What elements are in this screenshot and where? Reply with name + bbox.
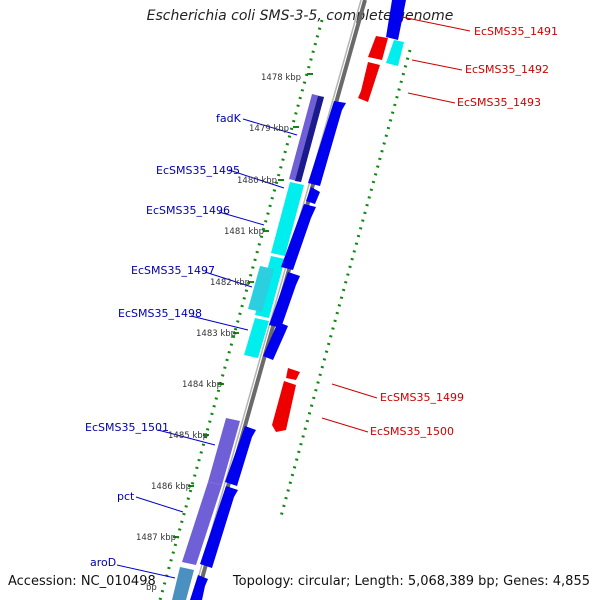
gene-label: EcSMS35_1492 (465, 63, 549, 76)
left-leader-lines (116, 118, 298, 579)
gene-label: pct (117, 490, 135, 503)
gene-label: EcSMS35_1493 (457, 96, 541, 109)
gene-ecsms35-1497 (248, 266, 274, 312)
cds-1491-b (386, 0, 406, 40)
gene-label: EcSMS35_1497 (131, 264, 215, 277)
gene-pct (182, 482, 222, 565)
map-title: Escherichia coli SMS-3-5, complete genom… (146, 8, 454, 24)
cds-pct (200, 486, 238, 568)
gene-label: EcSMS35_1498 (118, 307, 202, 320)
tick-label: bp (146, 583, 157, 593)
gene-label: EcSMS35_1501 (85, 421, 169, 434)
cds-1499-a (286, 368, 300, 380)
cds-fadk (308, 101, 346, 186)
cds-1497 (269, 272, 300, 328)
tick-label: 1484 kbp (182, 380, 222, 390)
cds-1495 (306, 187, 320, 204)
gc-track-right (278, 49, 412, 521)
scale-ticks (173, 73, 313, 538)
tick-label: 1478 kbp (261, 73, 301, 83)
gene-ecsms35-1501 (208, 418, 240, 485)
gene-ecsms35-1495 (271, 182, 304, 256)
tick-label: 1481 kbp (224, 227, 264, 237)
gene-label: EcSMS35_1496 (146, 204, 230, 217)
cds-1491 (368, 36, 388, 60)
cds-arod (190, 575, 208, 600)
gene-arod (172, 567, 194, 600)
tick-label: 1479 kbp (249, 124, 289, 134)
gene-label: EcSMS35_1499 (380, 391, 464, 404)
cds-1501 (225, 426, 256, 486)
cds-1498 (263, 322, 288, 360)
tick-label: 1480 kbp (237, 176, 277, 186)
right-leader-lines (321, 16, 471, 433)
gene-label: aroD (90, 556, 116, 569)
tick-label: 1486 kbp (151, 482, 191, 492)
forward-cds-track (190, 101, 346, 600)
gene-label: EcSMS35_1500 (370, 425, 454, 438)
gene-ecsms35-1498 (244, 318, 269, 358)
right-gene-labels: EcSMS35_1491 EcSMS35_1492 EcSMS35_1493 E… (370, 25, 558, 438)
tick-label: 1482 kbp (210, 278, 250, 288)
gene-label: EcSMS35_1491 (474, 25, 558, 38)
gene-fadk-highlight (295, 96, 324, 182)
genome-stats-text: Topology: circular; Length: 5,068,389 bp… (232, 574, 590, 589)
gene-track (172, 94, 324, 600)
tick-label: 1487 kbp (136, 533, 176, 543)
scale-labels: 1478 kbp 1479 kbp 1480 kbp 1481 kbp 1482… (136, 73, 301, 593)
cds-1496 (281, 204, 316, 270)
tick-label: 1483 kbp (196, 329, 236, 339)
reverse-cds-track (272, 0, 406, 432)
accession-text: Accession: NC_010498 (8, 574, 156, 589)
cds-1491-c (386, 40, 404, 66)
cds-1500 (272, 381, 296, 432)
left-gene-labels: fadK EcSMS35_1495 EcSMS35_1496 EcSMS35_1… (85, 112, 242, 569)
gene-label: EcSMS35_1495 (156, 164, 240, 177)
cds-1493 (358, 62, 380, 102)
tick-label: 1485 kbp (168, 431, 208, 441)
gene-label: fadK (216, 112, 242, 125)
